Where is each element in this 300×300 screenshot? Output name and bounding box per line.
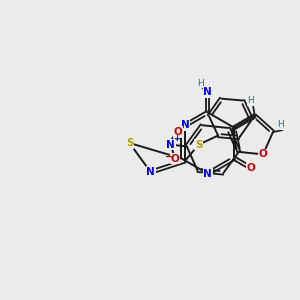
- Text: H: H: [248, 96, 254, 105]
- Text: H: H: [277, 120, 284, 129]
- Text: S: S: [126, 138, 133, 148]
- Text: N: N: [181, 120, 189, 130]
- Text: O: O: [259, 149, 267, 159]
- Text: N: N: [146, 167, 155, 177]
- Text: +: +: [173, 134, 181, 142]
- Text: −: −: [165, 152, 173, 162]
- Text: N: N: [203, 87, 212, 97]
- Text: N: N: [166, 140, 175, 150]
- Text: N: N: [203, 169, 212, 178]
- Text: O: O: [171, 154, 180, 164]
- Text: O: O: [174, 127, 182, 137]
- Text: H: H: [197, 79, 203, 88]
- Text: O: O: [247, 163, 255, 173]
- Text: S: S: [195, 140, 202, 150]
